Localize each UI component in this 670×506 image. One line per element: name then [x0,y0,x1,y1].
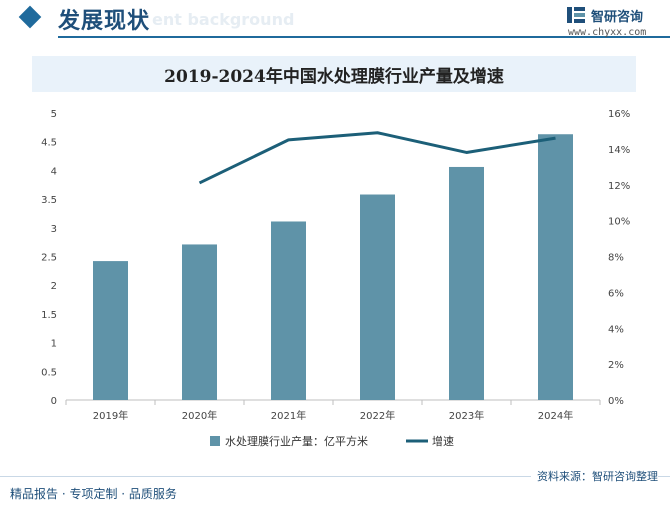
footer-tagline: 精品报告 · 专项定制 · 品质服务 [10,487,177,501]
footer-divider [0,476,670,477]
legend-swatch-production [210,436,220,446]
y-right-tick-label: 2% [608,360,624,371]
header: ent background 发展现状 智研咨询 www.chyxx.com [0,0,670,44]
bar [93,261,128,400]
x-tick-label: 2023年 [449,409,484,422]
legend-label-growth: 增速 [432,434,454,448]
header-divider [58,36,670,38]
y-left-tick-label: 3.5 [41,195,57,206]
y-left-tick-label: 1 [51,339,57,350]
background-ghost-text: ent background [152,10,295,29]
y-right-tick-label: 16% [608,109,630,120]
chart-title-band: 2019-2024年中国水处理膜行业产量及增速 [32,56,636,92]
y-left-tick-label: 1.5 [41,310,57,321]
y-right-tick-label: 10% [608,217,630,228]
y-left-tick-label: 4.5 [41,138,57,149]
bar [182,244,217,400]
bar [271,221,306,400]
legend-label-production: 水处理膜行业产量：亿平方米 [225,434,368,448]
series-line-growth [198,131,556,185]
footer-bar: 精品报告 · 专项定制 · 品质服务 [0,480,670,506]
y-left-tick-label: 3 [51,224,57,235]
zhiyan-logo-icon [567,7,585,23]
brand-url: www.chyxx.com [568,27,647,38]
x-tick-label: 2021年 [271,409,306,422]
bar [360,194,395,400]
section-title: 发展现状 [58,9,151,34]
y-left-tick-label: 4 [51,166,57,177]
y-left-tick-label: 0.5 [41,367,57,378]
combo-chart: 0 0.5 1 1.5 2 2.5 3 3.5 4 4.5 5 0% 2% 4% 6% 8% 10% 12% 14%… [41,109,630,448]
y-right-tick-label: 8% [608,253,624,264]
y-right-tick-label: 4% [608,324,624,335]
y-right-tick-label: 14% [608,145,630,156]
x-tick-label: 2022年 [360,409,395,422]
source-note: 资料来源：智研咨询整理 [531,468,658,484]
bar [449,166,484,400]
y-right-tick-label: 6% [608,288,624,299]
x-tick-label: 2019年 [93,409,128,422]
y-right-tick-label: 12% [608,181,630,192]
bar [538,134,573,400]
chart-title: 2019-2024年中国水处理膜行业产量及增速 [164,66,504,87]
y-left-tick-label: 2.5 [41,253,57,264]
y-left-tick-label: 2 [51,281,57,292]
brand-name: 智研咨询 [591,10,644,25]
y-left-tick-label: 5 [51,109,57,120]
y-right-tick-label: 0% [608,396,624,407]
x-tick-label: 2024年 [538,409,573,422]
y-left-tick-label: 0 [51,396,57,407]
x-tick-label: 2020年 [182,409,217,422]
